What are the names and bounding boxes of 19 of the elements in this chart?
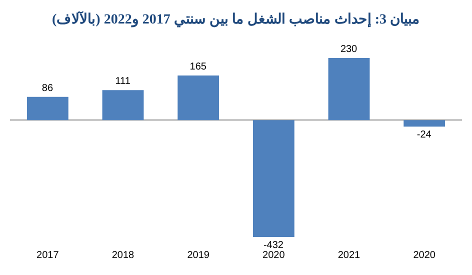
bar — [252, 120, 294, 238]
x-tick-label: 2020 — [262, 250, 286, 261]
chart-title: مبيان 3: إحداث مناصب الشغل ما بين سنتي 2017 و2022 (بالآلاف) — [52, 10, 420, 29]
x-tick-label: 2019 — [187, 250, 210, 261]
data-label: -432 — [263, 240, 284, 252]
data-label: 111 — [115, 76, 131, 88]
bar — [328, 58, 370, 120]
bar — [102, 90, 144, 120]
data-label: 165 — [190, 62, 207, 73]
x-tick-label: 2020 — [413, 250, 436, 261]
data-label: 86 — [42, 82, 54, 94]
x-tick-label: 2017 — [36, 250, 60, 261]
x-tick-label: 2018 — [112, 250, 135, 261]
data-label: 230 — [340, 44, 358, 55]
bar — [26, 96, 68, 120]
bar — [404, 120, 446, 127]
data-label: -24 — [416, 130, 432, 141]
x-tick-label: 2021 — [338, 250, 361, 261]
bar — [178, 76, 220, 120]
